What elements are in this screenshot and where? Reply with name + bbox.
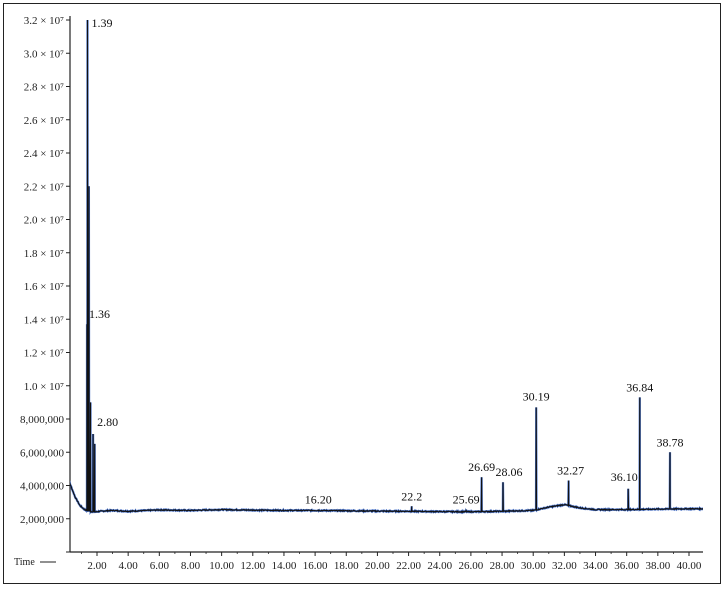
peak-label: 36.10: [611, 470, 638, 484]
x-tick-label: 38.00: [645, 560, 670, 572]
x-tick-label: 10.00: [209, 560, 234, 572]
y-tick-label: 8,000,000: [20, 414, 65, 426]
overlay-trace: [70, 19, 703, 516]
y-axis-ticks: 2,000,000 4,000,000 6,000,000 8,000,000 1.0 …: [20, 15, 70, 553]
x-tick-label: 18.00: [334, 560, 359, 572]
x-tick-label: 24.00: [427, 560, 452, 572]
y-tick-label: 6,000,000: [20, 447, 65, 459]
peak-label: 28.06: [495, 465, 522, 479]
x-axis-ticks: 2.00 4.00 6.00 8.00 10.00 12.00 14.00 16.00 18.0…: [81, 552, 702, 572]
y-tick-label: 1.6 × 10⁷: [24, 281, 64, 293]
chromatogram-series: [70, 19, 703, 516]
y-tick-label: 2.4 × 10⁷: [24, 148, 64, 160]
y-tick-label: 4,000,000: [20, 481, 65, 493]
x-tick-label: 14.00: [272, 560, 297, 572]
x-tick-label: 12.00: [240, 560, 265, 572]
y-tick-label: 2.6 × 10⁷: [24, 115, 64, 127]
x-tick-label: 40.00: [677, 560, 702, 572]
peak-label: 26.69: [468, 460, 495, 474]
peak-label: 2.80: [97, 415, 118, 429]
y-tick-label: 1.0 × 10⁷: [24, 381, 64, 393]
x-tick-label: 34.00: [583, 560, 608, 572]
x-tick-label: 32.00: [552, 560, 577, 572]
y-tick-label: 1.8 × 10⁷: [24, 248, 64, 260]
x-axis-title: Time: [14, 557, 35, 568]
y-tick-label: 2.0 × 10⁷: [24, 215, 64, 227]
x-tick-label: 4.00: [119, 560, 139, 572]
peak-label: 25.69: [453, 493, 480, 507]
peak-labels: 1.39 1.36 2.80 16.20 22.2 25.69 26.69 28.06 30.1…: [89, 16, 683, 507]
x-tick-label: 2.00: [87, 560, 107, 572]
x-tick-label: 26.00: [459, 560, 484, 572]
peak-label: 36.84: [626, 380, 653, 394]
x-tick-label: 28.00: [490, 560, 515, 572]
main-trace: [70, 19, 703, 514]
peak-label: 30.19: [523, 389, 550, 403]
x-tick-label: 6.00: [150, 560, 170, 572]
y-tick-label: 2.2 × 10⁷: [24, 181, 64, 193]
peak-label: 1.36: [89, 307, 110, 321]
peak-label: 16.20: [305, 493, 332, 507]
x-tick-label: 20.00: [365, 560, 390, 572]
x-axis-title-group: Time: [14, 557, 56, 568]
y-tick-label: 3.2 × 10⁷: [24, 15, 64, 27]
chart-frame: [3, 3, 721, 584]
y-tick-label: 2,000,000: [20, 514, 65, 526]
x-tick-label: 36.00: [614, 560, 639, 572]
peak-label: 22.2: [401, 489, 422, 503]
y-tick-label: 1.2 × 10⁷: [24, 348, 64, 360]
x-tick-label: 30.00: [521, 560, 546, 572]
peak-label: 38.78: [656, 435, 683, 449]
y-tick-label: 3.0 × 10⁷: [24, 48, 64, 60]
x-tick-label: 16.00: [303, 560, 328, 572]
axes: [69, 16, 703, 553]
y-tick-label: 1.4 × 10⁷: [24, 314, 64, 326]
x-tick-label: 22.00: [396, 560, 421, 572]
x-tick-label: 8.00: [181, 560, 201, 572]
peak-label: 32.27: [557, 464, 584, 478]
peak-label: 1.39: [91, 16, 112, 30]
y-tick-label: 2.8 × 10⁷: [24, 82, 64, 94]
